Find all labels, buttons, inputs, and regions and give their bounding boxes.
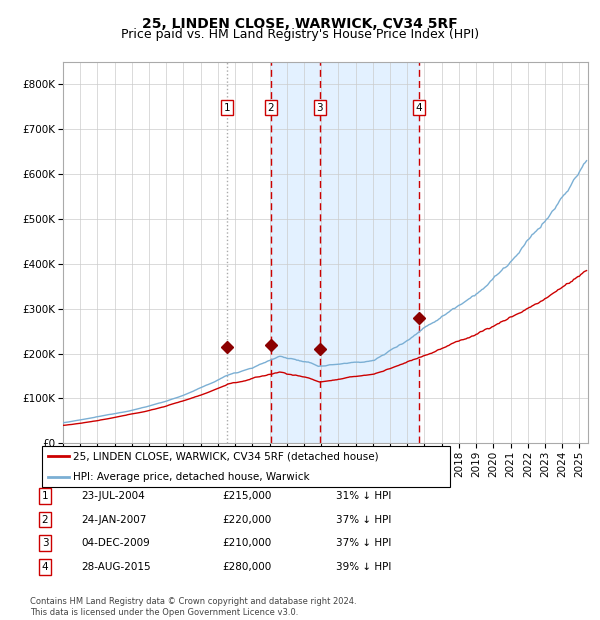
Text: 3: 3 xyxy=(41,538,49,548)
Text: 25, LINDEN CLOSE, WARWICK, CV34 5RF: 25, LINDEN CLOSE, WARWICK, CV34 5RF xyxy=(142,17,458,32)
Text: £215,000: £215,000 xyxy=(222,491,271,501)
Text: 2: 2 xyxy=(41,515,49,525)
Text: Contains HM Land Registry data © Crown copyright and database right 2024.
This d: Contains HM Land Registry data © Crown c… xyxy=(30,598,356,617)
Text: £210,000: £210,000 xyxy=(222,538,271,548)
Text: 37% ↓ HPI: 37% ↓ HPI xyxy=(336,515,391,525)
Text: Price paid vs. HM Land Registry's House Price Index (HPI): Price paid vs. HM Land Registry's House … xyxy=(121,28,479,41)
Text: 28-AUG-2015: 28-AUG-2015 xyxy=(81,562,151,572)
Text: HPI: Average price, detached house, Warwick: HPI: Average price, detached house, Warw… xyxy=(73,472,309,482)
Text: £280,000: £280,000 xyxy=(222,562,271,572)
Bar xyxy=(271,62,419,443)
Text: 4: 4 xyxy=(41,562,49,572)
Text: 2: 2 xyxy=(268,103,274,113)
Text: 24-JAN-2007: 24-JAN-2007 xyxy=(81,515,146,525)
Text: £220,000: £220,000 xyxy=(222,515,271,525)
Text: 04-DEC-2009: 04-DEC-2009 xyxy=(81,538,150,548)
Text: 25, LINDEN CLOSE, WARWICK, CV34 5RF (detached house): 25, LINDEN CLOSE, WARWICK, CV34 5RF (det… xyxy=(73,451,378,461)
Text: 23-JUL-2004: 23-JUL-2004 xyxy=(81,491,145,501)
Text: 3: 3 xyxy=(317,103,323,113)
Text: 31% ↓ HPI: 31% ↓ HPI xyxy=(336,491,391,501)
Text: 4: 4 xyxy=(415,103,422,113)
Text: 1: 1 xyxy=(41,491,49,501)
Text: 37% ↓ HPI: 37% ↓ HPI xyxy=(336,538,391,548)
Text: 1: 1 xyxy=(224,103,230,113)
Text: 39% ↓ HPI: 39% ↓ HPI xyxy=(336,562,391,572)
